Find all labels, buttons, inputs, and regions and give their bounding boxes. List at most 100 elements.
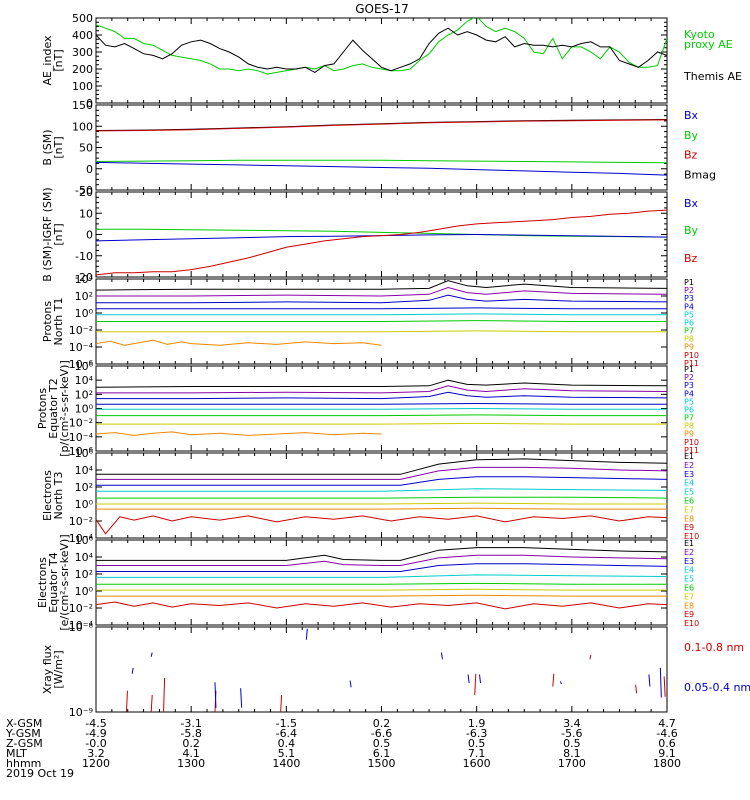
series-line-blue xyxy=(96,161,667,176)
legend-item: P3 xyxy=(684,294,694,303)
legend-item: Bz xyxy=(684,252,698,265)
y-axis-label: [nT] xyxy=(52,49,65,71)
y-tick-label: 10⁻⁶ xyxy=(69,358,94,371)
series-line-cyan xyxy=(96,574,667,578)
y-axis-label: [p/(cm²-s-sr-keV)] xyxy=(58,360,71,457)
footer-row-label: X-GSM xyxy=(6,717,42,730)
series-line-green xyxy=(96,414,667,417)
y-tick-label: -10 xyxy=(75,250,93,263)
panel-bsm: -50 0 50 100 150 B (SM)[nT] Bx By Bz Bmag xyxy=(41,99,716,197)
flux-segment-blue xyxy=(659,667,662,698)
y-tick-label: 400 xyxy=(72,29,93,42)
series-line-red xyxy=(96,515,667,535)
footer-value: 1700 xyxy=(558,757,586,770)
panel-frame xyxy=(95,452,668,539)
y-tick-label: 10⁶ xyxy=(75,360,94,373)
y-tick-label: 10⁻² xyxy=(69,417,93,430)
legend-item: E6 xyxy=(684,497,694,506)
series-line-blue xyxy=(96,402,667,405)
legend-item: P11 xyxy=(684,446,699,455)
flux-segment-blue xyxy=(214,682,217,708)
series-line-cyan xyxy=(96,407,667,410)
y-tick-label: 10⁻² xyxy=(69,515,93,528)
flux-segment-red xyxy=(589,654,592,660)
plot-title: GOES-17 xyxy=(355,2,409,16)
footer-value: 4.1 xyxy=(182,747,200,760)
y-tick-label: 100 xyxy=(72,80,93,93)
flux-segment-blue xyxy=(240,688,243,708)
y-axis-label: [W/m²] xyxy=(52,650,65,688)
series-line-green xyxy=(96,320,667,322)
footer-value: -6.4 xyxy=(276,727,297,740)
panel-bigrf: -20 -10 0 10 20 B (SM)-IGRF (SM)[nT] Bx By Bz xyxy=(41,186,699,284)
series-line-red xyxy=(96,601,667,610)
y-tick-label: 0 xyxy=(86,229,93,242)
footer-value: 0.2 xyxy=(182,737,200,750)
flux-segment-red xyxy=(163,677,166,712)
flux-segment-blue xyxy=(479,674,482,684)
legend-item: Bz xyxy=(684,149,698,162)
footer-value: 0.4 xyxy=(278,737,296,750)
y-tick-label: 10⁻⁴ xyxy=(69,619,94,632)
y-axis-label: Protons xyxy=(36,388,49,429)
panel-frame xyxy=(95,626,668,713)
y-tick-label: 10⁻⁴ xyxy=(69,431,94,444)
legend-item: P3 xyxy=(684,381,694,390)
footer-value: -5.8 xyxy=(180,727,201,740)
footer-value: 0.5 xyxy=(373,737,391,750)
footer-value: 1500 xyxy=(368,757,396,770)
legend-item: P7 xyxy=(684,327,694,336)
footer-value: -5.6 xyxy=(561,727,582,740)
y-axis-label: Electrons xyxy=(41,470,54,521)
plot-area xyxy=(96,119,667,176)
series-line-black xyxy=(96,119,667,131)
footer-value: 0.5 xyxy=(563,737,581,750)
legend-item: P2 xyxy=(684,373,694,382)
y-tick-label: 10⁴ xyxy=(75,374,94,387)
plot-area xyxy=(96,209,667,276)
series-line-black xyxy=(96,280,667,291)
footer-value: 0.5 xyxy=(468,737,486,750)
y-axis-label: [nT] xyxy=(52,136,65,158)
footer-row-label: hhmm xyxy=(6,757,41,770)
flux-segment-blue xyxy=(648,674,651,687)
y-axis-label: AE_index xyxy=(41,35,54,86)
y-tick-label: 0 xyxy=(86,97,93,110)
flux-segment-blue xyxy=(559,681,562,685)
series-line-red xyxy=(96,209,667,276)
footer-row-label: Z-GSM xyxy=(6,737,43,750)
footer-value: 4.7 xyxy=(658,717,676,730)
y-tick-label: 10² xyxy=(75,388,93,401)
legend-item: E4 xyxy=(684,566,694,575)
y-tick-label: 10⁴ xyxy=(75,464,94,477)
legend-item: Kyoto xyxy=(684,28,715,41)
legend-item: 0.05-0.4 nm xyxy=(684,681,750,694)
y-axis-label: Xray flux xyxy=(41,644,54,694)
legend-item: By xyxy=(684,224,699,237)
legend-item: P5 xyxy=(684,397,694,406)
legend-item: E8 xyxy=(684,601,694,610)
footer-value: 3.4 xyxy=(563,717,581,730)
legend-item: P2 xyxy=(684,286,694,295)
legend-item: P1 xyxy=(684,365,694,374)
legend-item: E6 xyxy=(684,584,694,593)
footer-value: 1300 xyxy=(177,757,205,770)
series-line-yellow xyxy=(96,502,667,505)
series-line-green xyxy=(96,496,667,499)
footer-value: -3.1 xyxy=(180,717,201,730)
legend-item: P11 xyxy=(684,359,699,368)
y-axis-label: B (SM)-IGRF (SM) xyxy=(41,187,54,281)
y-tick-label: 10⁰ xyxy=(75,585,94,598)
flux-segment-blue xyxy=(150,652,153,657)
legend-item: E7 xyxy=(684,592,694,601)
y-tick-label: 10⁻⁹ xyxy=(69,706,93,719)
y-tick-label: 300 xyxy=(72,46,93,59)
legend-item: P1 xyxy=(684,278,694,287)
series-line-orange xyxy=(96,507,667,510)
y-tick-label: 10⁰ xyxy=(75,498,94,511)
footer-value: 0.6 xyxy=(658,737,676,750)
y-tick-label: -50 xyxy=(75,184,93,197)
legend-item: E9 xyxy=(684,523,694,532)
